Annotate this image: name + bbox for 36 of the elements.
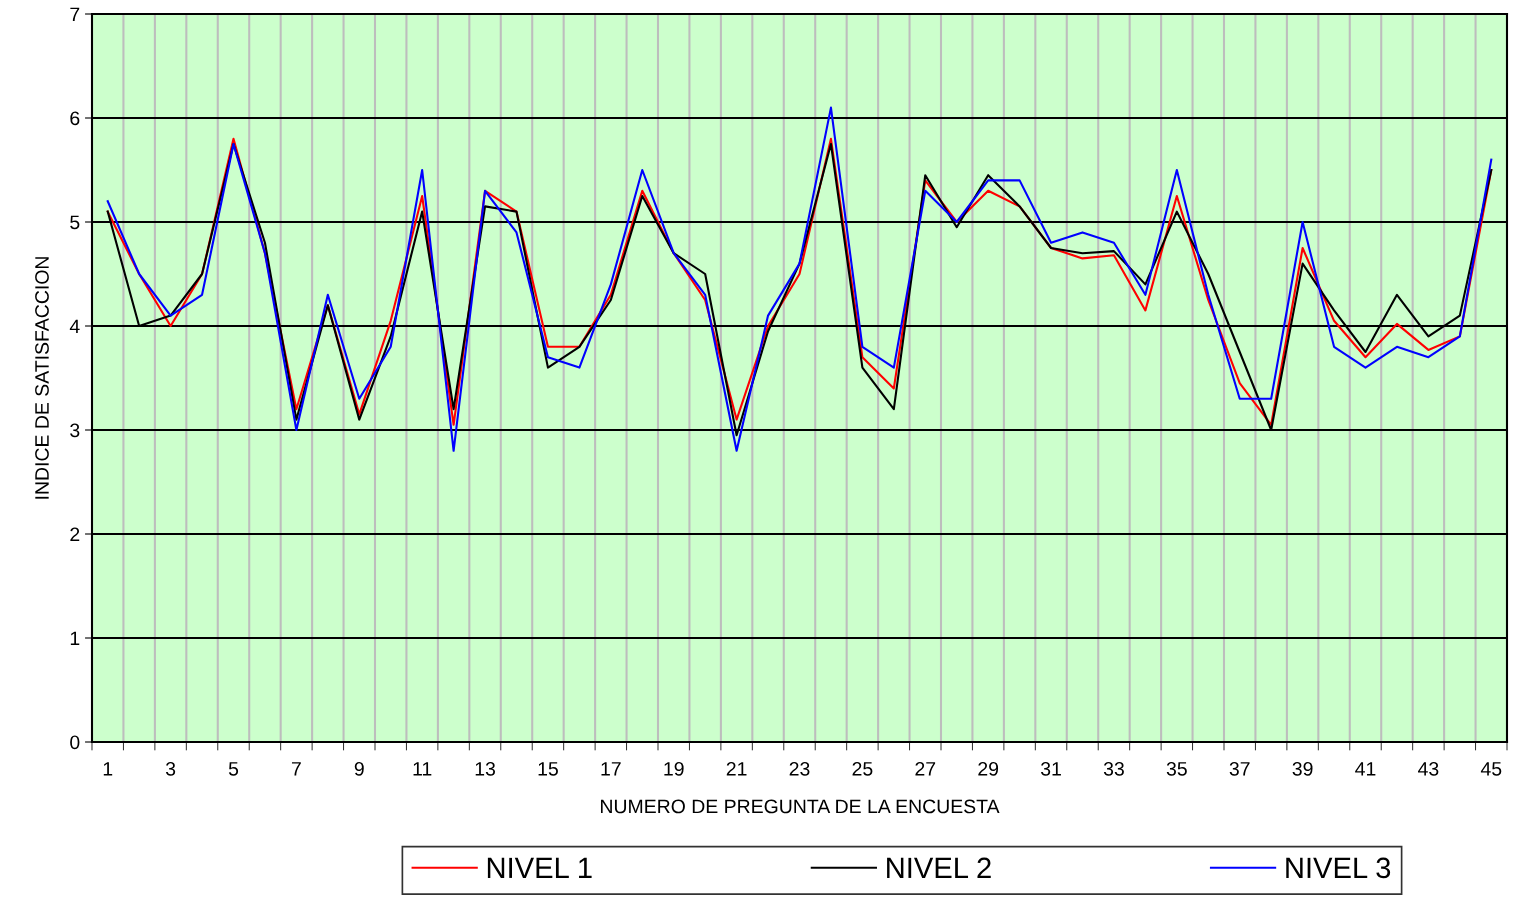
x-tick-label: 11: [413, 762, 432, 776]
x-tick-label: 31: [1040, 761, 1061, 776]
x-tick-label: 15: [538, 762, 558, 776]
x-tick-label: 33: [1103, 761, 1124, 776]
y-tick-label: 0: [70, 735, 80, 750]
y-axis-title: INDICE DE SATISFACCION: [35, 257, 49, 499]
legend-label: NIVEL 3: [1286, 857, 1391, 879]
x-tick-label: 23: [789, 761, 810, 776]
y-tick-label: 5: [70, 215, 80, 230]
x-tick-label: 37: [1229, 761, 1250, 776]
y-tick-label: 1: [70, 631, 80, 646]
x-tick-label: 29: [978, 761, 999, 776]
x-tick-label: 5: [228, 762, 239, 776]
x-tick-label: 39: [1292, 761, 1313, 776]
x-tick-label: 3: [165, 761, 176, 776]
x-tick-label: 25: [852, 761, 873, 776]
x-tick-label: 41: [1355, 762, 1376, 776]
x-tick-label: 13: [475, 761, 496, 776]
x-tick-label: 9: [354, 761, 364, 776]
y-tick-label: 3: [70, 423, 80, 438]
x-tick-label: 21: [726, 761, 747, 776]
x-tick-label: 43: [1418, 761, 1439, 776]
x-tick-label: 19: [664, 761, 684, 776]
legend-label: NIVEL 2: [887, 857, 991, 878]
y-tick-label: 7: [70, 7, 80, 22]
x-tick-label: 45: [1480, 762, 1502, 776]
x-tick-label: 1: [103, 762, 113, 776]
x-tick-label: 35: [1166, 761, 1187, 776]
y-tick-label: 4: [69, 319, 80, 334]
x-tick-label: 7: [291, 762, 301, 776]
legend-label: NIVEL 1: [487, 857, 592, 878]
x-axis-title: NUMERO DE PREGUNTA DE LA ENCUESTA: [601, 799, 1000, 814]
x-tick-label: 17: [601, 762, 621, 776]
y-tick-label: 6: [70, 111, 80, 126]
x-tick-label: 27: [915, 761, 936, 776]
y-tick-label: 2: [70, 527, 80, 542]
